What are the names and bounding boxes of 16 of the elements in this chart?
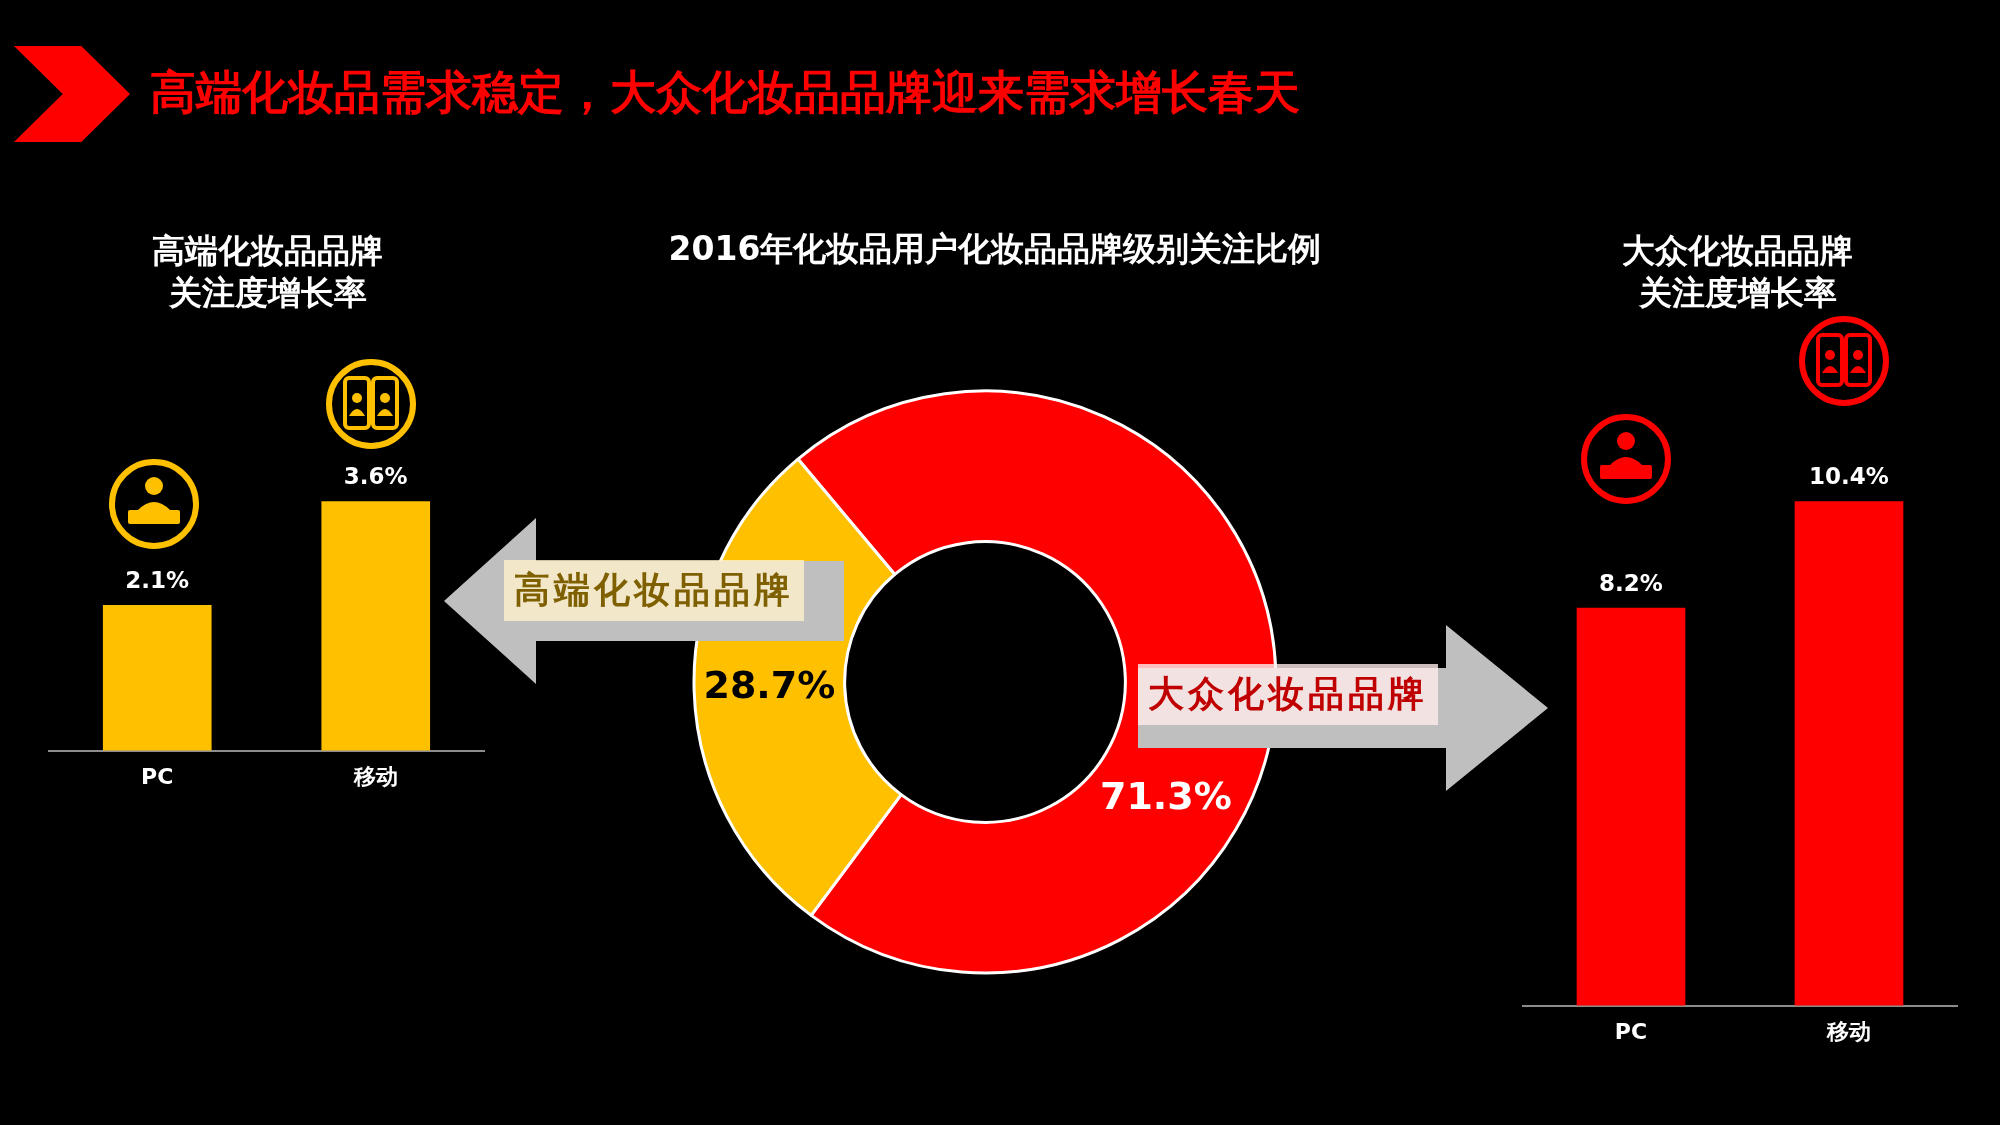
data-label: 71.3%: [1099, 774, 1232, 819]
data-label: 2.1%: [125, 566, 190, 593]
x-tick-label: 移动: [1826, 1018, 1871, 1044]
data-label: 10.4%: [1809, 463, 1889, 490]
slice-label: 高端化妆品品牌: [504, 560, 804, 621]
x-tick-label: PC: [141, 763, 174, 789]
x-tick-label: 移动: [352, 763, 398, 789]
data-label: 28.7%: [703, 663, 836, 708]
chart-title: 大众化妆品品牌关注度增长率: [1621, 230, 1854, 314]
text: 高端化妆品需求稳定，大众化妆品品牌迎来需求增长春天: [150, 64, 1300, 121]
chart-title: 2016年化妆品用户化妆品品牌级别关注比例: [667, 228, 1323, 270]
chart-title: 高端化妆品品牌关注度增长率: [151, 230, 384, 314]
slice-label: 大众化妆品品牌: [1138, 664, 1438, 725]
x-tick-label: PC: [1614, 1018, 1648, 1044]
data-label: 3.6%: [343, 463, 408, 490]
data-label: 8.2%: [1599, 569, 1663, 596]
